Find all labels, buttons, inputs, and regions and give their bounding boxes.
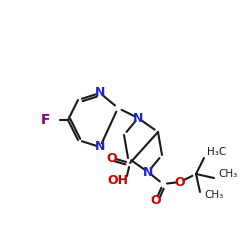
- Text: CH₃: CH₃: [204, 190, 223, 200]
- Text: O: O: [107, 152, 117, 164]
- Text: N: N: [95, 140, 105, 153]
- Text: O: O: [175, 176, 185, 188]
- Text: H₃C: H₃C: [207, 147, 226, 157]
- Text: N: N: [95, 86, 105, 100]
- Text: N: N: [143, 166, 153, 178]
- Text: N: N: [133, 112, 143, 124]
- Text: OH: OH: [108, 174, 128, 186]
- Text: F: F: [41, 113, 51, 127]
- Text: O: O: [151, 194, 161, 206]
- Text: CH₃: CH₃: [218, 169, 237, 179]
